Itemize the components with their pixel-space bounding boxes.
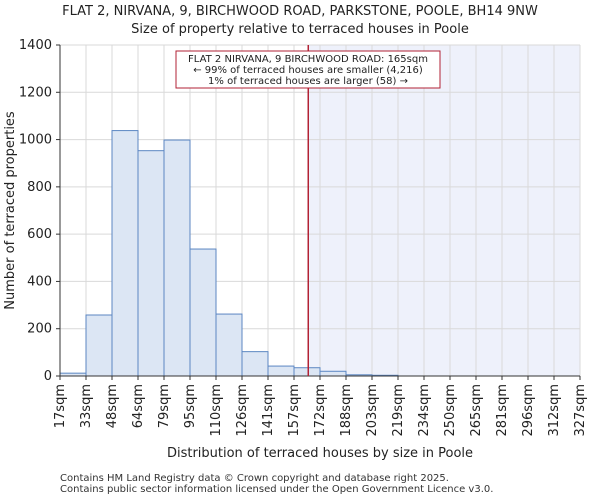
x-tick-label: 126sqm xyxy=(235,384,250,437)
bar-33sqm xyxy=(85,314,113,377)
x-tick-label: 327sqm xyxy=(573,384,588,437)
x-tick-label: 79sqm xyxy=(157,384,172,428)
larger-region-shade xyxy=(308,45,580,376)
x-tick-label: 172sqm xyxy=(313,384,328,437)
y-tick-label: 1200 xyxy=(19,85,52,100)
x-tick-label: 312sqm xyxy=(547,384,562,437)
bar-157sqm xyxy=(293,367,321,377)
x-tick-label: 265sqm xyxy=(469,384,484,437)
x-tick-label: 296sqm xyxy=(521,384,536,437)
x-tick-label: 203sqm xyxy=(365,384,380,437)
bar-126sqm xyxy=(241,351,269,377)
y-tick-label: 200 xyxy=(27,322,52,337)
x-tick-label: 95sqm xyxy=(183,384,198,428)
x-tick-label: 281sqm xyxy=(495,384,510,437)
x-tick-label: 141sqm xyxy=(261,384,276,437)
x-tick-label: 64sqm xyxy=(131,384,146,428)
x-tick-label: 48sqm xyxy=(105,384,120,428)
chart-title: FLAT 2, NIRVANA, 9, BIRCHWOOD ROAD, PARK… xyxy=(62,4,538,19)
bar-172sqm xyxy=(319,370,347,377)
x-tick-label: 234sqm xyxy=(417,384,432,437)
bar-141sqm xyxy=(267,365,295,377)
footer-line-1: Contains HM Land Registry data © Crown c… xyxy=(60,473,449,484)
annotation-line-1: FLAT 2 NIRVANA, 9 BIRCHWOOD ROAD: 165sqm xyxy=(188,54,428,65)
x-tick-label: 17sqm xyxy=(53,384,68,428)
x-tick-label: 157sqm xyxy=(287,384,302,437)
bar-48sqm xyxy=(111,130,139,377)
x-tick-label: 110sqm xyxy=(209,384,224,437)
x-tick-label: 188sqm xyxy=(339,384,354,437)
bar-110sqm xyxy=(215,313,243,377)
annotation-box xyxy=(175,50,441,89)
annotation-line-2: ← 99% of terraced houses are smaller (4,… xyxy=(193,65,423,76)
footer-line-2: Contains public sector information licen… xyxy=(60,484,494,495)
y-axis-title: Number of terraced properties xyxy=(3,111,18,310)
y-tick-label: 1000 xyxy=(19,133,52,148)
bar-64sqm xyxy=(137,150,165,377)
bar-79sqm xyxy=(163,139,191,377)
y-tick-label: 1400 xyxy=(19,38,52,53)
chart-subtitle: Size of property relative to terraced ho… xyxy=(131,22,469,37)
x-tick-label: 250sqm xyxy=(443,384,458,437)
y-tick-label: 400 xyxy=(27,274,52,289)
y-tick-label: 0 xyxy=(44,369,52,384)
y-tick-label: 800 xyxy=(27,180,52,195)
x-tick-label: 33sqm xyxy=(79,384,94,428)
x-tick-label: 219sqm xyxy=(391,384,406,437)
bar-95sqm xyxy=(189,248,217,377)
y-tick-label: 600 xyxy=(27,227,52,242)
x-axis-title: Distribution of terraced houses by size … xyxy=(167,446,473,461)
annotation-line-3: 1% of terraced houses are larger (58) → xyxy=(208,76,408,87)
